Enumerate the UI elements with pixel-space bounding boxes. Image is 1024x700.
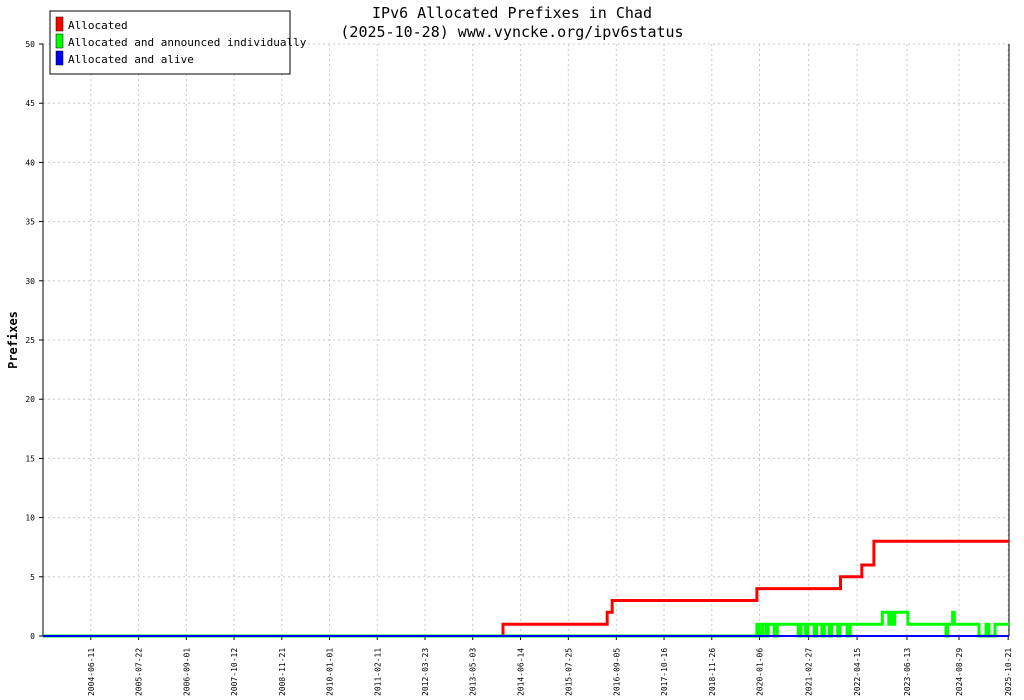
x-tick-label: 2021-02-27 [805,648,814,696]
chart-subtitle: (2025-10-28) www.vyncke.org/ipv6status [340,23,683,41]
grid [43,43,1009,636]
x-tick-label: 2022-04-15 [853,648,862,696]
series [43,539,1009,638]
x-tick-label: 2024-08-29 [955,648,964,696]
x-tick-label: 2007-10-12 [230,648,239,696]
legend: Allocated Allocated and announced individ… [49,10,307,75]
x-tick-label: 2012-03-23 [421,648,430,696]
x-tick-label: 2004-06-11 [87,648,96,696]
x-tick-label: 2016-09-05 [612,648,621,696]
x-ticks: 2004-06-11 2005-07-22 2006-09-01 2007-10-12… [87,636,1013,696]
y-tick-label: 15 [25,454,35,463]
legend-swatch [55,50,64,66]
y-tick-label: 5 [30,573,35,582]
y-ticks: 0 5 10 15 20 25 30 35 40 45 50 [25,40,43,641]
y-tick-label: 45 [25,99,35,108]
y-tick-label: 0 [30,632,35,641]
x-tick-label: 2006-09-01 [182,648,191,696]
legend-box [49,10,291,75]
x-tick-label: 2017-10-16 [660,648,669,696]
y-tick-label: 35 [25,218,35,227]
x-tick-label: 2020-01-06 [756,648,765,696]
series-line-1 [43,539,1009,638]
x-tick-label: 2023-06-13 [903,648,912,696]
x-tick-label: 2011-02-11 [373,648,382,696]
x-tick-label: 2025-10-21 [1004,648,1013,696]
x-tick-label: 2014-06-14 [517,648,526,696]
y-tick-label: 10 [25,514,35,523]
legend-swatch [55,33,64,49]
x-tick-label: 2015-07-25 [564,648,573,696]
x-tick-label: 2013-05-03 [469,648,478,696]
y-tick-label: 25 [25,336,35,345]
y-axis-label: Prefixes [6,311,20,369]
x-tick-label: 2010-01-01 [326,648,335,696]
legend-label: Allocated [68,19,128,32]
x-tick-label: 2005-07-22 [135,648,144,696]
x-tick-label: 2018-11-26 [708,648,717,696]
legend-label: Allocated and announced individually [68,36,307,49]
series-line-2 [43,610,1009,638]
y-tick-label: 20 [25,395,35,404]
legend-swatch [55,16,64,32]
legend-label: Allocated and alive [68,53,194,66]
y-tick-label: 30 [25,277,35,286]
chart-title: IPv6 Allocated Prefixes in Chad [372,4,652,22]
x-tick-label: 2008-11-21 [278,648,287,696]
y-tick-label: 40 [25,158,35,167]
y-tick-label: 50 [25,40,35,49]
